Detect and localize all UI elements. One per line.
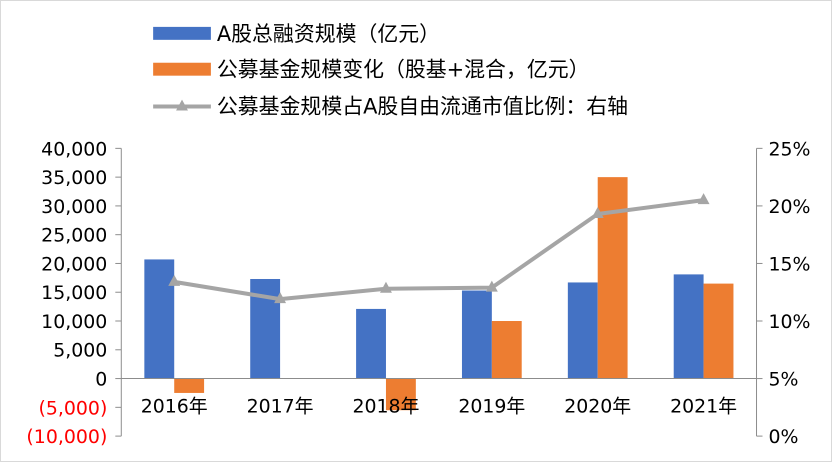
legend-label-fund-ratio: 公募基金规模占A股自由流通市值比例：右轴: [217, 95, 628, 119]
marker-fund-ratio: [379, 281, 392, 293]
right-axis-tick-label: 5%: [768, 369, 798, 391]
category-label: 2020年: [564, 395, 631, 417]
category-label: 2016年: [141, 395, 208, 417]
left-axis-tick-label: 30,000: [41, 196, 107, 218]
marker-fund-ratio: [168, 274, 181, 286]
bar-fund-change: [703, 283, 734, 379]
bar-fund-change: [491, 321, 522, 379]
left-axis-tick-label: 40,000: [41, 138, 107, 160]
category-label: 2018年: [352, 395, 419, 417]
left-axis-tick-label: 0: [95, 369, 107, 391]
legend: A股总融资规模（亿元） 公募基金规模变化（股基+混合，亿元） 公募基金规模占A股…: [153, 22, 628, 119]
marker-fund-ratio: [485, 280, 498, 292]
left-axis-tick-label: (10,000): [26, 426, 107, 448]
marker-fund-ratio: [591, 206, 604, 218]
left-axis-tick-label: 20,000: [41, 253, 107, 275]
legend-swatch-total-financing: [153, 26, 211, 40]
category-label: 2021年: [670, 395, 737, 417]
bar-total-financing: [567, 282, 598, 379]
category-label: 2017年: [247, 395, 314, 417]
left-axis-tick-label: 35,000: [41, 167, 107, 189]
left-axis-tick-label: 10,000: [41, 311, 107, 333]
marker-fund-ratio: [697, 193, 710, 205]
legend-label-fund-change: 公募基金规模变化（股基+混合，亿元）: [217, 58, 590, 82]
category-label: 2019年: [458, 395, 525, 417]
bar-fund-change: [174, 378, 205, 393]
legend-swatch-fund-change: [153, 62, 211, 76]
plot-area: 40,000 35,000 30,000 25,000 20,000 15,000 10,0…: [26, 138, 810, 448]
right-axis-tick-label: 0%: [768, 426, 798, 448]
right-axis-tick-label: 15%: [768, 253, 810, 275]
bar-fund-change: [385, 378, 416, 411]
marker-fund-ratio: [274, 292, 287, 304]
left-axis-tick-label: (5,000): [38, 397, 107, 419]
left-axis-tick-label: 25,000: [41, 225, 107, 247]
right-axis-tick-label: 10%: [768, 311, 810, 333]
bar-fund-change: [597, 177, 628, 379]
left-axis-tick-label: 15,000: [41, 282, 107, 304]
right-axis-tick-label: 20%: [768, 196, 810, 218]
legend-label-total-financing: A股总融资规模（亿元）: [217, 22, 440, 46]
bar-total-financing: [356, 308, 386, 379]
bar-total-financing: [673, 274, 704, 379]
bar-total-financing: [144, 259, 175, 379]
legend-marker-fund-ratio: [176, 99, 188, 111]
right-axis-tick-label: 25%: [768, 138, 810, 160]
left-axis-tick-label: 5,000: [53, 340, 107, 362]
line-fund-ratio: [173, 198, 704, 302]
bar-total-financing: [461, 290, 492, 379]
